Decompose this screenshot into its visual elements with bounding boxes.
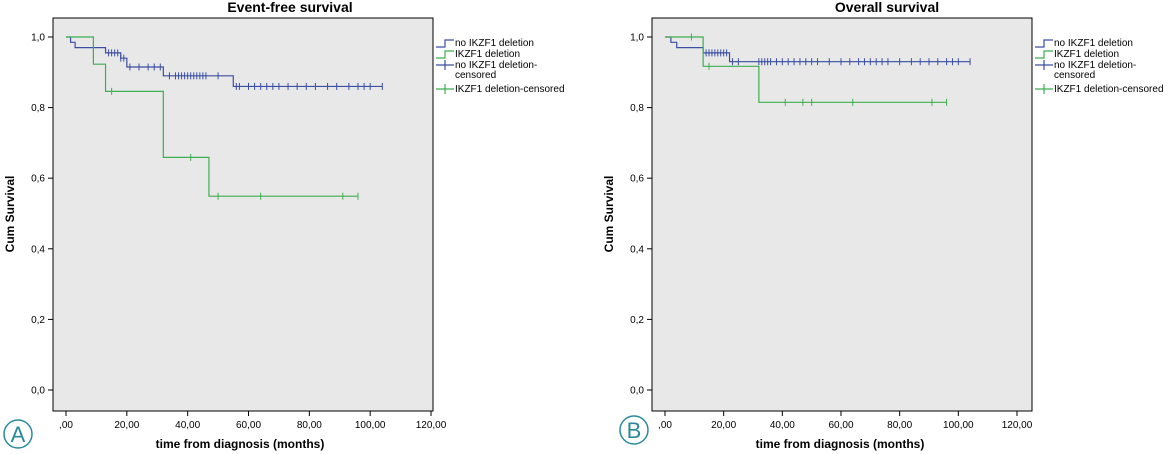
y-tick-label: 0,8 xyxy=(630,103,644,114)
panel-a-x-label: time from diagnosis (months) xyxy=(156,437,325,451)
panel-a-letter: A xyxy=(11,422,26,447)
x-tick-label: 20,00 xyxy=(711,420,736,431)
x-tick-label: 40,00 xyxy=(770,420,795,431)
panel-b-y-label: Cum Survival xyxy=(602,176,616,253)
panel-b-letter-circle xyxy=(619,415,649,445)
legend-label: no IKZF1 deletion- xyxy=(455,60,537,71)
x-tick-label: 120,00 xyxy=(1002,420,1033,431)
legend-label: IKZF1 deletion-censored xyxy=(1054,84,1164,95)
x-tick-label: 40,00 xyxy=(175,420,200,431)
panel-a-x-axis: ,00 20,00 40,00 60,00 80,00 100,00 120,00 xyxy=(59,411,447,431)
legend-label: IKZF1 deletion xyxy=(455,49,520,60)
x-tick-label: 80,00 xyxy=(887,420,912,431)
panel-b-series xyxy=(665,36,971,103)
panel-b: Overall survival 0,0 0,2 0,4 0,6 0,8 1,0 ,00 2… xyxy=(602,0,1164,451)
panel-b-title: Overall survival xyxy=(835,0,939,15)
panel-b-plot-area xyxy=(651,17,1033,412)
x-tick-label: 20,00 xyxy=(114,420,139,431)
legend-label-cont: censored xyxy=(455,70,496,81)
y-tick-label: 0,6 xyxy=(630,174,644,185)
legend-swatch xyxy=(1035,50,1053,59)
panel-a: Event-free survival 0,0 0,2 0,4 0,6 0,8 1,0 ,… xyxy=(3,0,565,451)
x-tick-label: 100,00 xyxy=(355,420,386,431)
y-tick-label: 0,2 xyxy=(630,315,644,326)
panel-b-x-axis: ,00 20,00 40,00 60,00 80,00 100,00 120,00 xyxy=(658,411,1033,431)
panel-a-title: Event-free survival xyxy=(227,0,352,15)
legend-label: no IKZF1 deletion xyxy=(455,38,534,49)
survival-curve-deletion xyxy=(665,36,947,103)
legend-label: IKZF1 deletion-censored xyxy=(455,84,565,95)
legend-label: no IKZF1 deletion xyxy=(1054,38,1133,49)
survival-curve-deletion xyxy=(66,36,358,197)
x-tick-label: 60,00 xyxy=(236,420,261,431)
survival-curve-no-deletion xyxy=(665,36,971,63)
panel-b-letter: B xyxy=(627,418,642,443)
legend-swatch xyxy=(1035,39,1053,48)
x-tick-label: ,00 xyxy=(59,420,73,431)
panel-a-y-label: Cum Survival xyxy=(3,176,17,253)
y-tick-label: 0,4 xyxy=(630,244,644,255)
legend-label-cont: censored xyxy=(1054,70,1095,81)
x-tick-label: 80,00 xyxy=(297,420,322,431)
y-tick-label: 0,8 xyxy=(31,103,45,114)
legend-swatch xyxy=(436,50,454,59)
panel-a-letter-circle xyxy=(3,419,33,449)
panel-a-plot-area xyxy=(52,17,434,412)
panel-b-censor-marks xyxy=(690,33,971,106)
panel-b-x-label: time from diagnosis (months) xyxy=(756,437,925,451)
legend-swatch xyxy=(436,39,454,48)
y-tick-label: 1,0 xyxy=(630,33,644,44)
panel-a-y-axis: 0,0 0,2 0,4 0,6 0,8 1,0 xyxy=(31,33,53,397)
x-tick-label: 100,00 xyxy=(943,420,974,431)
x-tick-label: 60,00 xyxy=(828,420,853,431)
y-tick-label: 0,6 xyxy=(31,174,45,185)
y-tick-label: 0,4 xyxy=(31,244,45,255)
x-tick-label: ,00 xyxy=(658,420,672,431)
legend-label: IKZF1 deletion xyxy=(1054,49,1119,60)
x-tick-label: 120,00 xyxy=(416,420,447,431)
y-tick-label: 0,2 xyxy=(31,315,45,326)
panel-b-y-axis: 0,0 0,2 0,4 0,6 0,8 1,0 xyxy=(630,33,652,397)
legend-label: no IKZF1 deletion- xyxy=(1054,60,1136,71)
y-tick-label: 0,0 xyxy=(630,386,644,397)
y-tick-label: 0,0 xyxy=(31,386,45,397)
y-tick-label: 1,0 xyxy=(31,33,45,44)
panel-a-censor-marks xyxy=(108,49,383,200)
